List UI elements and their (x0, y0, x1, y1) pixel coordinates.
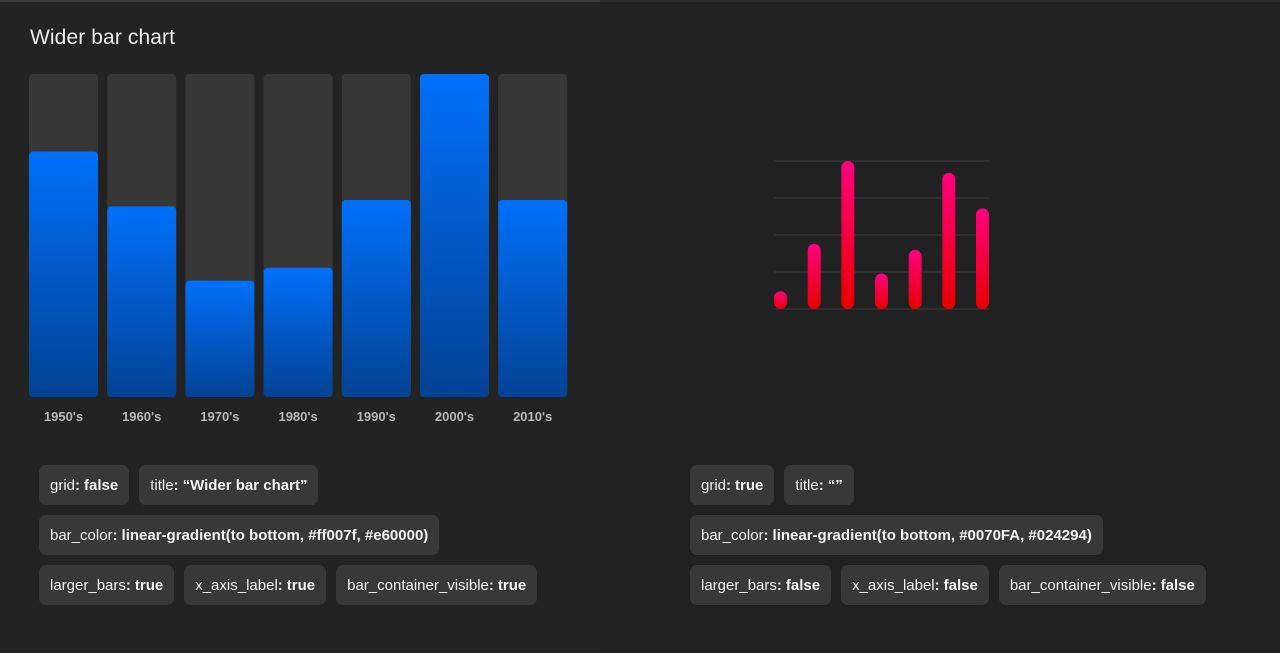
chip-key: bar_color (701, 526, 764, 544)
prop-chip-title: title: “Wider bar chart” (139, 465, 319, 505)
prop-chip-bar-container-visible: bar_container_visible: false (998, 565, 1206, 605)
bar (498, 199, 568, 397)
chip-key: bar_color (50, 526, 113, 544)
x-tick-label: 1970's (200, 409, 239, 424)
thin-bar-chart (774, 160, 989, 310)
chip-value: true (134, 576, 164, 594)
chip-key: x_axis_label (852, 576, 935, 594)
prop-chip-x-axis-label: x_axis_label: true (184, 565, 327, 605)
chip-value: true (286, 576, 316, 594)
chip-row: larger_bars: false x_axis_label: false bar_c… (690, 565, 1206, 605)
x-tick-label: 1980's (278, 409, 317, 424)
wide-bar-chart: 1950's 1960's 1970's 1980's 1990's 2000's 2010… (29, 74, 568, 424)
chip-separator: : (1151, 576, 1157, 594)
chip-value: linear-gradient(to bottom, #ff007f, #e60… (121, 526, 429, 544)
chip-separator: : (776, 576, 782, 594)
chip-separator: : (173, 476, 179, 494)
chart-title: Wider bar chart (30, 26, 176, 49)
bar (908, 249, 922, 309)
bar (263, 267, 333, 397)
chip-key: larger_bars (50, 576, 126, 594)
x-tick-label: 2000's (435, 409, 474, 424)
prop-chip-grid: grid: false (39, 465, 130, 505)
chip-row: bar_color: linear-gradient(to bottom, #ff… (39, 515, 537, 555)
left-props-chips: grid: false title: “Wider bar chart” bar_col… (39, 465, 538, 615)
chip-key: title (150, 476, 174, 494)
x-tick-label: 2010's (513, 409, 552, 424)
chip-separator: : (277, 576, 283, 594)
prop-chip-grid: grid: true (690, 465, 775, 505)
chip-separator: : (125, 576, 131, 594)
x-tick-label: 1990's (357, 409, 396, 424)
chip-row: grid: false title: “Wider bar chart” (39, 465, 537, 505)
prop-chip-larger-bars: larger_bars: true (39, 565, 175, 605)
chip-key: title (795, 476, 819, 494)
chip-key: bar_container_visible (347, 576, 489, 594)
chip-value: false (84, 476, 119, 494)
chip-value: false (1160, 576, 1195, 594)
chip-key: grid (701, 476, 727, 494)
x-tick-label: 1960's (122, 409, 161, 424)
chip-row: bar_color: linear-gradient(to bottom, #00… (690, 515, 1206, 555)
bar (807, 243, 821, 309)
right-props-chips: grid: true title: “” bar_color: linear-gradie… (690, 465, 1206, 615)
bar (420, 74, 489, 397)
chip-value: false (785, 576, 821, 594)
chip-value: true (735, 476, 764, 494)
bar (976, 208, 989, 309)
chip-separator: : (726, 476, 732, 494)
chip-separator: : (934, 576, 940, 594)
x-tick-label: 1950's (44, 409, 83, 424)
chip-value: “Wider bar chart” (182, 476, 308, 494)
prop-chip-bar-color: bar_color: linear-gradient(to bottom, #ff… (39, 515, 440, 555)
chip-key: larger_bars (701, 576, 777, 594)
prop-chip-bar-color: bar_color: linear-gradient(to bottom, #00… (690, 515, 1103, 555)
prop-chip-bar-container-visible: bar_container_visible: true (336, 565, 538, 605)
chip-value: “” (827, 476, 843, 494)
bar (841, 161, 855, 309)
chip-key: x_axis_label (195, 576, 278, 594)
chip-separator: : (75, 476, 81, 494)
chip-row: larger_bars: true x_axis_label: true bar_con… (39, 565, 538, 605)
chip-key: bar_container_visible (1009, 576, 1152, 594)
chip-value: linear-gradient(to bottom, #0070FA, #024… (772, 526, 1092, 544)
chip-separator: : (488, 576, 494, 594)
chip-value: false (943, 576, 978, 594)
chip-separator: : (112, 526, 118, 544)
bar (774, 291, 787, 309)
bar (875, 273, 888, 309)
chip-row: grid: true title: “” (690, 465, 1206, 505)
chip-value: true (497, 576, 527, 594)
prop-chip-title: title: “” (784, 465, 854, 505)
chip-separator: : (763, 526, 769, 544)
prop-chip-x-axis-label: x_axis_label: false (841, 565, 989, 605)
bar (942, 172, 956, 309)
bar (29, 151, 98, 397)
chip-key: grid (50, 476, 76, 494)
bar (107, 206, 177, 397)
bar (185, 280, 255, 397)
bar (341, 199, 411, 397)
prop-chip-larger-bars: larger_bars: false (690, 565, 832, 605)
chip-separator: : (818, 476, 824, 494)
